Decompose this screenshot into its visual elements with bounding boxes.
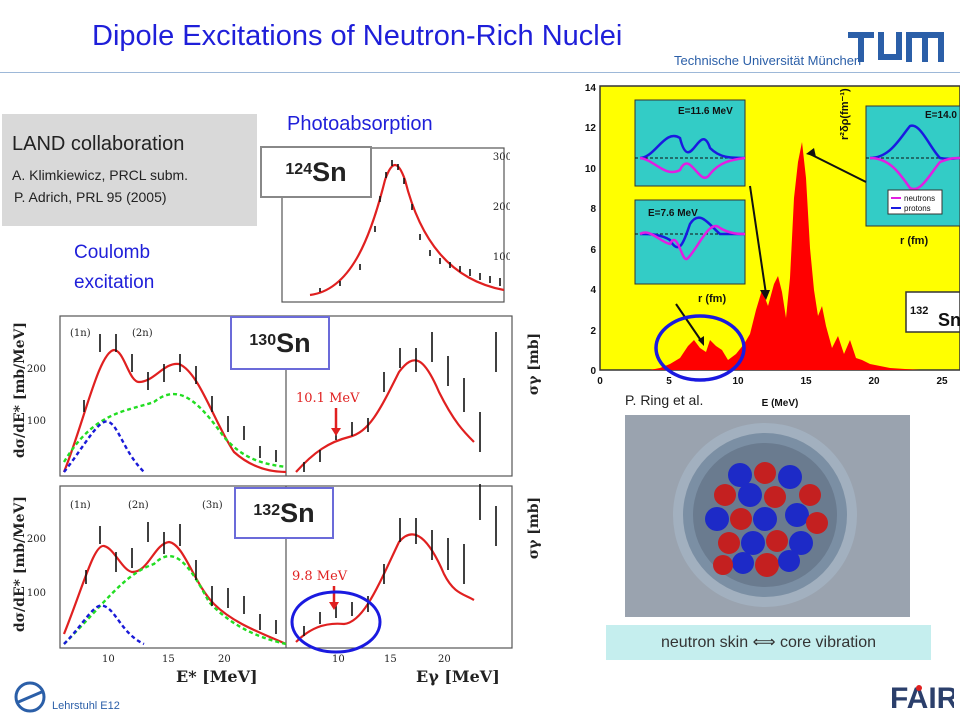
right-ylabel-132: σγ [mb] bbox=[526, 496, 543, 560]
svg-text:200: 200 bbox=[27, 364, 46, 375]
coulomb-130-fit-blue bbox=[63, 420, 145, 473]
slide-title: Dipole Excitations of Neutron-Rich Nucle… bbox=[92, 20, 623, 52]
svg-text:8: 8 bbox=[590, 204, 596, 215]
nucleus-simulation-image bbox=[625, 415, 910, 617]
coulomb-130-data-points bbox=[83, 332, 497, 472]
coulomb-132-data-points bbox=[85, 484, 497, 636]
svg-text:2: 2 bbox=[590, 326, 596, 337]
isotope-mass: 132 bbox=[253, 502, 281, 519]
nucleons bbox=[705, 462, 828, 577]
svg-text:5: 5 bbox=[666, 376, 672, 387]
caption-text: neutron skin ⟺ core vibration bbox=[660, 634, 877, 651]
fair-logo: FAIR bbox=[890, 682, 954, 714]
coulomb-132-fit-red bbox=[62, 540, 287, 646]
svg-text:20: 20 bbox=[868, 376, 880, 387]
left-ylabel-130: dσ/dE* [mb/MeV] bbox=[12, 321, 28, 459]
marker-1n-b: (1n) bbox=[70, 500, 91, 511]
photoabsorption-data-points bbox=[319, 160, 501, 292]
xtick-r15: 15 bbox=[384, 654, 397, 664]
land-title: LAND collaboration bbox=[12, 133, 185, 155]
xtick-15: 15 bbox=[162, 654, 175, 664]
svg-text:300: 300 bbox=[493, 152, 510, 163]
xtick-r20: 20 bbox=[438, 654, 451, 664]
photoabsorption-plot-124sn: 300 200 100 bbox=[281, 147, 510, 303]
tum-subtitle: Technische Universität München bbox=[674, 53, 862, 68]
photoabsorption-fit-curve bbox=[309, 163, 505, 297]
energy-label-130: 10.1 MeV bbox=[296, 391, 360, 406]
photoabsorption-label: Photoabsorption bbox=[287, 113, 433, 135]
strength-distribution bbox=[650, 142, 960, 370]
isotope-mass: 124 bbox=[285, 161, 313, 178]
lehrstuhl-logo bbox=[14, 681, 46, 713]
svg-text:100: 100 bbox=[27, 588, 46, 599]
svg-text:14: 14 bbox=[585, 83, 597, 94]
svg-text:200: 200 bbox=[27, 534, 46, 545]
legend-neutrons: neutrons bbox=[904, 194, 935, 203]
xtick-20: 20 bbox=[218, 654, 231, 664]
marker-1n: (1n) bbox=[70, 328, 91, 339]
coulomb-130-fit-green bbox=[62, 392, 287, 469]
marker-2n-b: (2n) bbox=[128, 500, 149, 511]
highlight-circle-ring bbox=[654, 314, 746, 382]
marker-2n: (2n) bbox=[132, 328, 153, 339]
inset1-label: E=11.6 MeV bbox=[678, 106, 733, 117]
svg-text:10: 10 bbox=[585, 164, 597, 175]
caption-box: neutron skin ⟺ core vibration bbox=[606, 625, 931, 660]
land-collaboration-box: LAND collaboration A. Klimkiewicz, PRCL … bbox=[2, 114, 257, 226]
svg-text:100: 100 bbox=[27, 416, 46, 427]
svg-text:0: 0 bbox=[597, 376, 603, 387]
coulomb-132-right-fit bbox=[295, 533, 475, 643]
energy-label-132: 9.8 MeV bbox=[292, 569, 348, 584]
inset3-label: E=14.0 bbox=[925, 110, 957, 121]
ring-strength-plot: 0 2 4 6 8 10 12 14 0 5 10 15 20 25 E (Me… bbox=[585, 83, 960, 409]
svg-text:E (MeV): E (MeV) bbox=[762, 398, 799, 409]
svg-text:6: 6 bbox=[590, 245, 596, 256]
inset2-label: E=7.6 MeV bbox=[648, 208, 698, 219]
inset3-xlabel: r (fm) bbox=[900, 235, 928, 247]
coulomb-excitation-label: Coulomb excitation bbox=[74, 238, 154, 298]
highlight-circle-132 bbox=[290, 590, 382, 654]
isotope-symbol: Sn bbox=[312, 157, 347, 187]
isotope-label-124sn: 124Sn bbox=[260, 146, 372, 198]
svg-text:25: 25 bbox=[936, 376, 948, 387]
tum-logo bbox=[848, 32, 944, 62]
isotope-label-130sn: 130Sn bbox=[230, 316, 330, 370]
land-reference-2: P. Adrich, PRL 95 (2005) bbox=[14, 189, 167, 205]
land-reference-1: A. Klimkiewicz, PRCL subm. bbox=[12, 167, 189, 183]
coulomb-line-2: excitation bbox=[74, 272, 155, 293]
right-ylabel-130: σγ [mb] bbox=[526, 332, 543, 396]
isotope-symbol: Sn bbox=[276, 328, 311, 358]
svg-text:10: 10 bbox=[732, 376, 744, 387]
lehrstuhl-text: Lehrstuhl E12 bbox=[52, 700, 120, 712]
xtick-r10: 10 bbox=[332, 654, 345, 664]
svg-text:15: 15 bbox=[800, 376, 812, 387]
isotope-symbol: Sn bbox=[280, 498, 315, 528]
marker-3n: (3n) bbox=[202, 500, 223, 511]
coulomb-130-fit-red bbox=[62, 348, 287, 474]
coulomb-130-right-fit bbox=[295, 359, 475, 473]
xlabel-left: E* [MeV] bbox=[176, 667, 258, 686]
fair-logo-text: FAIR bbox=[890, 682, 954, 714]
header-divider bbox=[0, 72, 960, 73]
coulomb-132-fit-green bbox=[63, 555, 287, 646]
isotope-mass: 130 bbox=[249, 332, 277, 349]
svg-text:0: 0 bbox=[590, 366, 596, 377]
inset-xlabel: r (fm) bbox=[698, 293, 726, 305]
coulomb-132-fit-blue bbox=[63, 604, 145, 646]
svg-text:4: 4 bbox=[590, 285, 596, 296]
coulomb-line-1: Coulomb bbox=[74, 242, 151, 263]
xlabel-right: Eγ [MeV] bbox=[416, 667, 500, 686]
ring-isotope-symbol: Sn bbox=[938, 310, 960, 330]
isotope-label-132sn: 132Sn bbox=[234, 487, 334, 539]
ring-credit: P. Ring et al. bbox=[625, 392, 704, 408]
xtick-10: 10 bbox=[102, 654, 115, 664]
ring-isotope-mass: 132 bbox=[910, 305, 928, 317]
coulomb-plot-132sn: 200 100 400 300 200 100 (1n) (2n) (3n) 1… bbox=[27, 484, 513, 664]
left-ylabel-132: dσ/dE* [mb/MeV] bbox=[12, 495, 28, 633]
svg-text:200: 200 bbox=[493, 202, 510, 213]
inset-ylabel: r²δρ(fm⁻¹) bbox=[839, 88, 851, 140]
legend-protons: protons bbox=[904, 204, 931, 213]
svg-text:100: 100 bbox=[493, 252, 510, 263]
svg-text:12: 12 bbox=[585, 123, 597, 134]
